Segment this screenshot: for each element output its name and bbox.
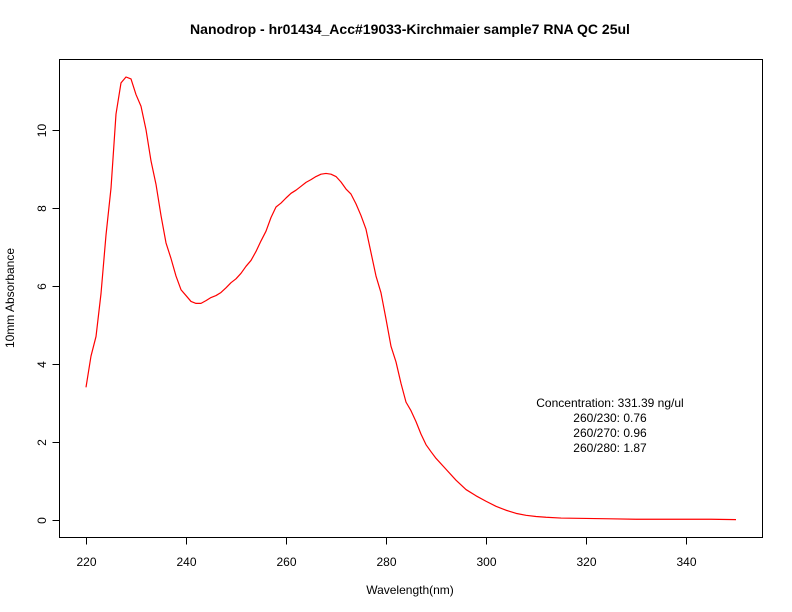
y-tick-label: 8 [35, 205, 49, 212]
y-tick-label: 6 [35, 283, 49, 290]
concentration-annotation: Concentration: 331.39 ng/ul [536, 396, 683, 410]
y-tick-label: 4 [35, 361, 49, 368]
x-tick-label: 220 [76, 555, 96, 569]
x-tick-label: 260 [276, 555, 296, 569]
x-tick-label: 340 [676, 555, 696, 569]
chart-title: Nanodrop - hr01434_Acc#19033-Kirchmaier … [190, 21, 630, 37]
annotations: Concentration: 331.39 ng/ul 260/230: 0.7… [536, 396, 683, 455]
y-axis-label: 10mm Absorbance [3, 248, 17, 348]
ratio-260-280-annotation: 260/280: 1.87 [573, 441, 647, 455]
y-tick-label: 10 [35, 124, 49, 138]
y-tick-label: 2 [35, 439, 49, 446]
x-axis-label: Wavelength(nm) [366, 583, 454, 597]
x-tick-label: 280 [376, 555, 396, 569]
x-axis: 220 240 260 280 300 320 340 [76, 537, 697, 569]
ratio-260-270-annotation: 260/270: 0.96 [573, 426, 647, 440]
y-axis: 0 2 4 6 8 10 [35, 124, 60, 524]
x-tick-label: 320 [576, 555, 596, 569]
ratio-260-230-annotation: 260/230: 0.76 [573, 411, 647, 425]
y-tick-label: 0 [35, 517, 49, 524]
x-tick-label: 240 [176, 555, 196, 569]
x-tick-label: 300 [476, 555, 496, 569]
absorbance-curve [85, 76, 737, 521]
